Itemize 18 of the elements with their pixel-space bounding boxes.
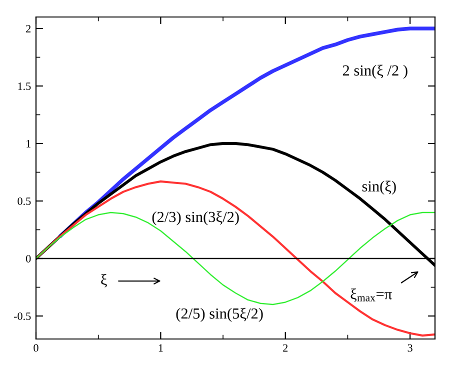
line-series bbox=[36, 212, 435, 306]
y-tick-label: 0.5 bbox=[18, 197, 31, 206]
x-tick-label: 0 bbox=[34, 344, 38, 352]
x-tick-label: 3 bbox=[408, 344, 412, 352]
y-tick-label: -0.5 bbox=[14, 312, 31, 320]
annotation: (2/3) sin(3ξ/2) bbox=[152, 211, 239, 226]
y-tick-label: 1.5 bbox=[18, 82, 31, 90]
x-tick-label: 2 bbox=[283, 344, 288, 352]
y-tick-label: 1 bbox=[26, 140, 30, 148]
y-tick-label: 2 bbox=[26, 24, 31, 32]
annotation: 2 sin(ξ /2 ) bbox=[342, 64, 408, 79]
annotation: sin(ξ) bbox=[362, 180, 396, 195]
x-tick-label: 1 bbox=[158, 344, 163, 352]
line-series bbox=[36, 180, 435, 337]
annotation: (2/5) sin(5ξ/2) bbox=[176, 308, 263, 322]
y-tick-label: 0 bbox=[26, 254, 31, 262]
annotation: ξ$_{max}$=π bbox=[350, 288, 392, 302]
annotation: ξ bbox=[101, 274, 107, 288]
